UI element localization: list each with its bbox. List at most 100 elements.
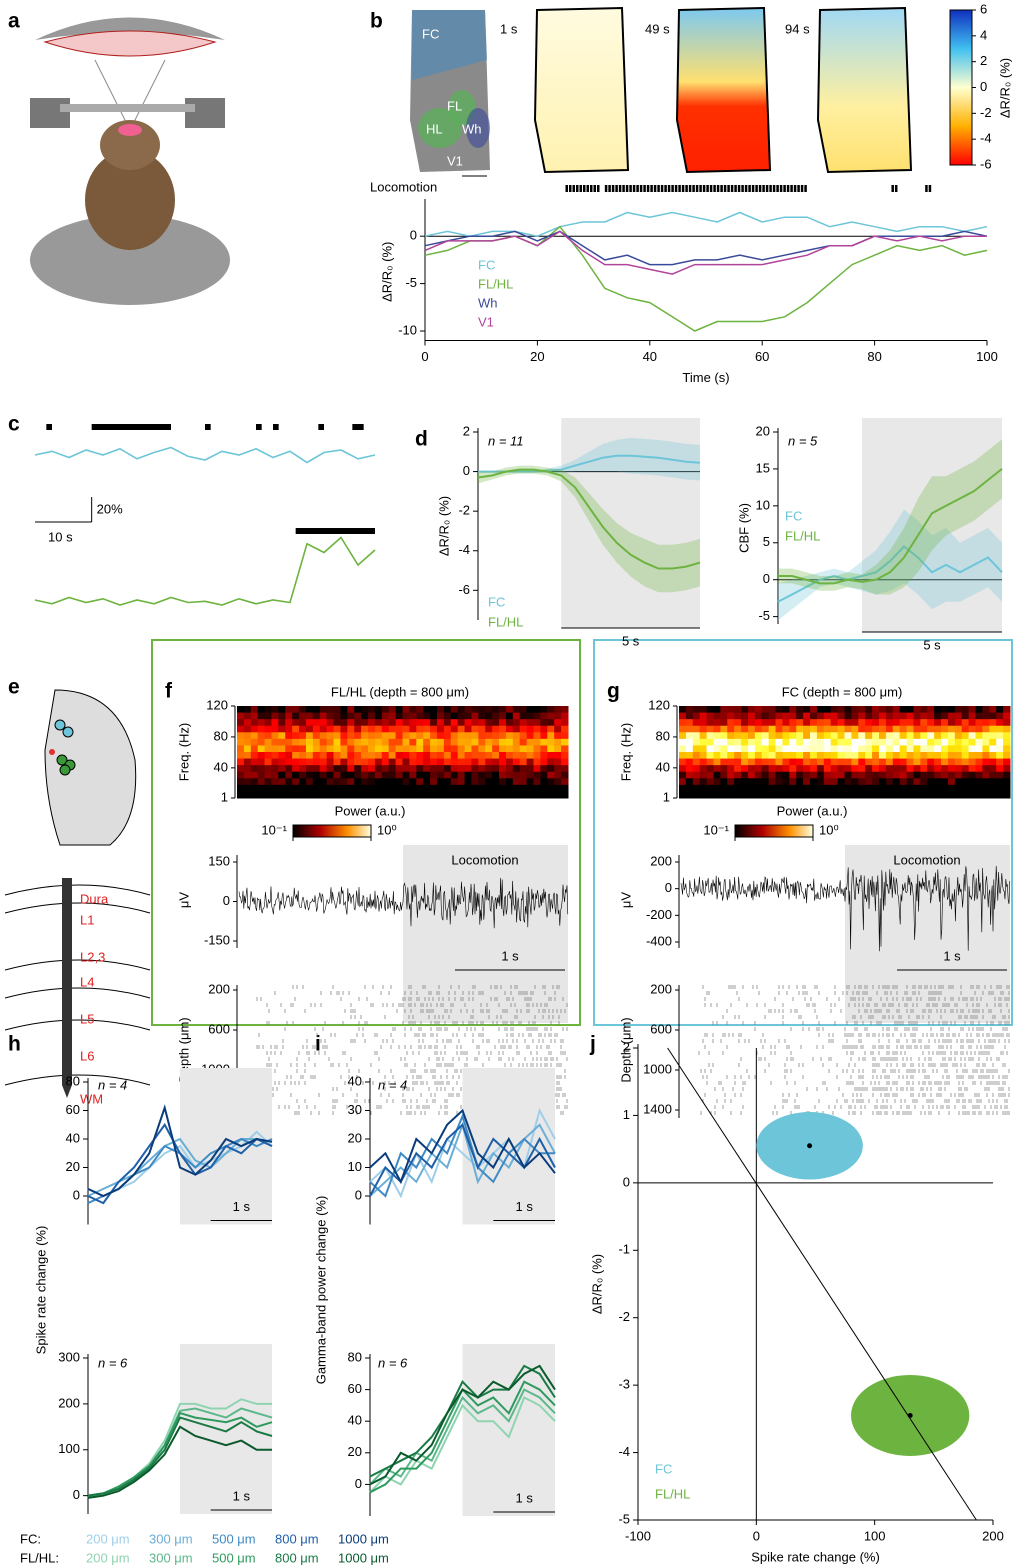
series-line <box>369 1396 556 1493</box>
spectrogram-cell <box>720 732 728 740</box>
spectrogram-cell <box>761 752 770 760</box>
spectrogram-cell <box>727 719 735 727</box>
locomotion-bar <box>706 185 709 192</box>
spectrogram-cell <box>361 712 369 720</box>
spectrogram-cell <box>685 778 694 786</box>
spectrogram-cell <box>934 719 942 727</box>
colorbar-tick-label: 10⁻¹ <box>261 822 287 837</box>
spectrogram-cell <box>851 706 859 714</box>
spectrogram-cell <box>519 732 528 740</box>
spectrogram-cell <box>492 745 500 753</box>
scale-bar-label: 20% <box>97 501 123 516</box>
spectrogram-cell <box>754 778 763 786</box>
spectrogram-cell <box>333 784 341 792</box>
x-tick-label: 0 <box>753 1528 760 1543</box>
spectrogram-cell <box>471 719 479 727</box>
spectrogram-cell <box>430 752 438 760</box>
spectrogram-cell <box>865 765 873 773</box>
legend-entry: FL/HL <box>478 276 513 291</box>
y-tick-label: 600 <box>208 1021 230 1036</box>
spectrogram-cell <box>312 738 321 746</box>
spectrogram-cell <box>478 719 486 727</box>
spectrogram-cell <box>906 765 914 773</box>
spectrogram-cell <box>851 745 859 753</box>
spectrogram-cell <box>526 745 535 753</box>
spectrogram-cell <box>830 771 839 779</box>
x-tick-label: 60 <box>755 349 769 364</box>
spectrogram-cell <box>340 732 348 740</box>
spectrogram-cell <box>858 712 866 720</box>
locomotion-label: Locomotion <box>893 852 960 867</box>
spectrogram-cell <box>734 752 742 760</box>
spectrogram-cell <box>561 719 569 727</box>
spectrogram-cell <box>237 784 245 792</box>
y-tick-label: 600 <box>650 1021 672 1036</box>
y-tick-label: 200 <box>58 1395 80 1410</box>
spectrogram-cell <box>347 738 355 746</box>
spectrogram-cell <box>720 738 728 746</box>
spectrogram-cell <box>533 706 541 714</box>
spectrogram-cell <box>885 765 894 773</box>
spectrogram-cell <box>706 765 714 773</box>
spectrogram-cell <box>485 719 493 727</box>
spectrogram-cell <box>243 791 252 799</box>
spectrogram-cell <box>734 725 742 733</box>
spectrogram-cell <box>768 784 777 792</box>
spectrogram-cell <box>782 752 790 760</box>
spectrogram-cell <box>450 791 459 799</box>
spectrogram-cell <box>734 765 742 773</box>
series-line <box>369 1364 556 1486</box>
spectrogram-cell <box>237 765 245 773</box>
spectrogram-cell <box>395 732 403 740</box>
spectrogram-cell <box>512 712 521 720</box>
legend-entry: 800 μm <box>275 1531 319 1546</box>
spectrogram-cell <box>816 791 825 799</box>
spectrogram-cell <box>533 765 541 773</box>
spectrogram-cell <box>381 732 390 740</box>
spectrogram-cell <box>443 732 452 740</box>
locomotion-bar <box>597 185 600 192</box>
spectrogram-cell <box>347 791 355 799</box>
spectrogram-cell <box>920 745 928 753</box>
spectrogram-cell <box>913 738 921 746</box>
spectrogram-cell <box>899 784 908 792</box>
locomotion-bar <box>608 185 611 192</box>
spectrogram-cell <box>326 752 335 760</box>
spectrogram-cell <box>436 725 445 733</box>
locomotion-bar <box>318 424 324 430</box>
spectrogram-cell <box>892 765 901 773</box>
spectrogram-cell <box>734 778 742 786</box>
spectrogram-cell <box>340 771 348 779</box>
spectrogram-cell <box>312 745 321 753</box>
spectrogram-cell <box>865 778 873 786</box>
spectrogram-cell <box>968 765 977 773</box>
spectrogram-cell <box>844 738 852 746</box>
legend-entry: 300 μm <box>149 1531 193 1546</box>
spectrogram-cell <box>492 752 500 760</box>
spectrogram-cell <box>913 771 921 779</box>
y-tick-label: 300 <box>58 1349 80 1364</box>
legend-entry: 1000 μm <box>338 1550 389 1565</box>
spectrogram-cell <box>692 771 701 779</box>
spectrogram-cell <box>561 725 569 733</box>
spectrogram-cell <box>761 706 770 714</box>
spectrogram-cell <box>727 725 735 733</box>
spectrogram-cell <box>865 706 873 714</box>
spectrogram-cell <box>685 758 694 766</box>
spectrogram-cell <box>450 745 459 753</box>
spectrogram-cell <box>519 712 528 720</box>
spectrogram-cell <box>837 745 845 753</box>
spectrogram-cell <box>989 738 997 746</box>
spectrogram-cell <box>547 784 555 792</box>
spectrogram-cell <box>326 719 335 727</box>
n-label: n = 6 <box>98 1355 128 1370</box>
spectrogram-cell <box>878 765 887 773</box>
spectrogram-cell <box>457 732 466 740</box>
spectrogram-cell <box>816 765 825 773</box>
spectrogram-cell <box>312 725 321 733</box>
spectrogram-cell <box>305 738 314 746</box>
spectrogram-cell <box>844 765 852 773</box>
spectrogram-cell <box>416 778 424 786</box>
spectrogram-cell <box>547 791 555 799</box>
spectrogram-cell <box>851 719 859 727</box>
